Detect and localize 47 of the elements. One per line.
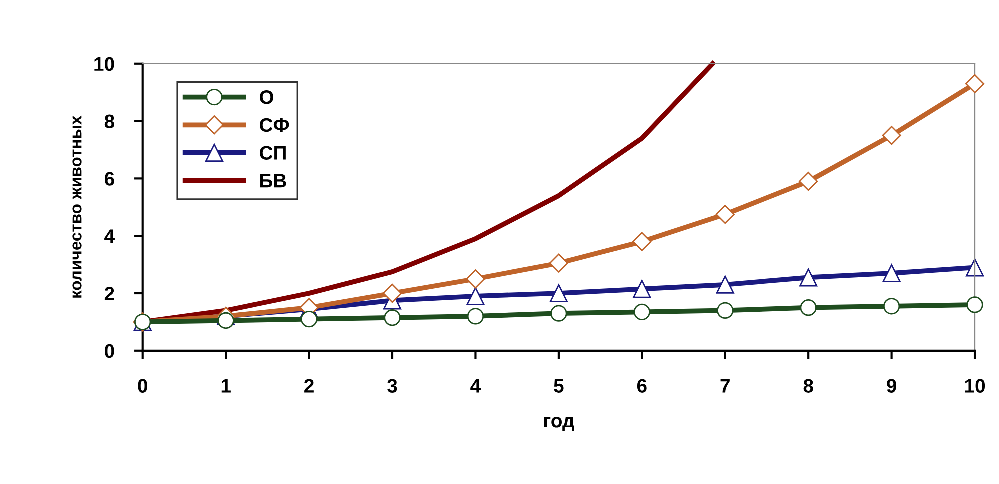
x-tick-label: 1 xyxy=(222,379,231,393)
x-tick-label: 6 xyxy=(637,379,647,393)
x-tick-label: 0 xyxy=(138,379,148,393)
point xyxy=(716,276,734,294)
point xyxy=(550,284,568,303)
point xyxy=(717,302,734,320)
point xyxy=(883,298,900,315)
point xyxy=(882,264,901,282)
y-axis-title: количество животных xyxy=(72,116,82,298)
legend-label: БВ xyxy=(260,174,286,188)
point xyxy=(382,284,402,304)
y-tick-label: 6 xyxy=(104,172,114,186)
point xyxy=(966,296,984,314)
x-tick-label: 2 xyxy=(304,379,314,393)
x-axis-title: год xyxy=(544,417,574,432)
point xyxy=(800,268,818,287)
point xyxy=(634,304,650,320)
point xyxy=(633,280,652,298)
legend-label: СП xyxy=(260,146,286,160)
point xyxy=(466,287,485,306)
x-tick-label: 10 xyxy=(965,379,986,393)
y-tick-label: 4 xyxy=(104,230,115,244)
point xyxy=(549,254,568,273)
point xyxy=(800,300,817,316)
point xyxy=(550,305,568,322)
y-tick-label: 2 xyxy=(104,286,114,301)
x-tick-label: 3 xyxy=(388,379,398,393)
y-tick-label: 8 xyxy=(104,114,114,129)
y-tick-label: 0 xyxy=(105,344,114,358)
point xyxy=(218,312,234,330)
x-tick-label: 8 xyxy=(804,379,814,393)
point xyxy=(716,205,735,224)
point xyxy=(467,308,484,325)
legend-label: О xyxy=(260,90,274,104)
point xyxy=(300,310,318,328)
x-tick-label: 5 xyxy=(554,379,564,393)
point xyxy=(384,310,401,326)
point xyxy=(466,270,486,289)
x-tick-label: 9 xyxy=(887,379,896,393)
legend-label: СФ xyxy=(260,118,290,132)
point xyxy=(965,74,985,94)
point xyxy=(799,172,818,192)
x-tick-label: 7 xyxy=(720,379,730,393)
point xyxy=(882,126,902,146)
x-tick-label: 4 xyxy=(470,379,482,393)
point xyxy=(632,232,652,252)
y-tick-label: 10 xyxy=(94,57,114,72)
